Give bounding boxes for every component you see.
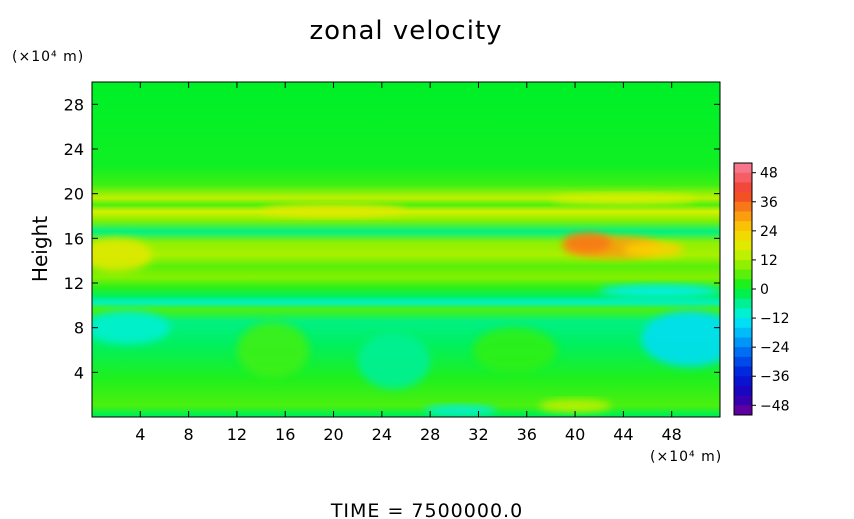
x-tick-label: 24 [372,425,392,444]
velocity-feature [599,284,720,298]
chart-title: zonal velocity [309,16,502,46]
colorbar-segment [734,298,752,309]
colorbar-tick-label: 24 [760,224,778,240]
colorbar-tick-label: 0 [760,282,769,298]
x-tick-label: 12 [227,425,247,444]
y-tick-label: 8 [74,319,84,338]
colorbar-tick-label: 12 [760,253,778,269]
colorbar-tick-label: 48 [760,166,778,182]
colorbar-tick-label: −36 [760,369,790,385]
velocity-feature [641,310,720,367]
x-axis-unit: (×10⁴ m) [650,449,722,465]
colorbar-tick-label: −48 [760,398,790,414]
velocity-feature [623,241,684,258]
plot-frame [91,81,721,418]
velocity-feature [236,322,310,378]
velocity-feature [563,232,612,253]
y-tick-label: 20 [64,185,84,204]
x-tick-label: 40 [565,425,585,444]
colorbar [733,162,753,416]
x-tick-label: 28 [420,425,440,444]
x-tick-label: 8 [184,425,194,444]
x-tick-label: 4 [135,425,145,444]
colorbar-tick-label: 36 [760,195,778,211]
colorbar-segment [734,376,752,387]
x-tick-label: 32 [468,425,488,444]
velocity-feature [357,333,431,390]
colorbar-segment [734,385,752,397]
velocity-feature [261,203,406,218]
colorbar-segment [734,240,752,251]
y-axis-unit: (×10⁴ m) [12,49,84,65]
colorbar-segment [734,250,752,261]
time-footer: TIME = 7500000.0 [330,500,523,519]
colorbar-segment [734,201,752,212]
velocity-feature [538,399,612,413]
colorbar-segment [734,269,752,280]
velocity-feature [424,404,497,416]
x-tick-label: 44 [613,425,633,444]
velocity-feature [550,193,696,205]
x-tick-label: 16 [275,425,295,444]
colorbar-segment [734,347,752,358]
colorbar-segment [734,279,752,290]
colorbar-segment [734,318,752,329]
x-tick-label: 48 [662,425,682,444]
y-axis-ticks: 4 8 12 16 20 24 28 [64,95,720,382]
colorbar-segment [734,172,752,183]
y-tick-label: 24 [64,140,84,159]
colorbar-ticks: 48 36 24 12 0 −12 −24 −36 −48 [752,166,790,414]
colorbar-segment [734,337,752,348]
colorbar-segment [734,163,752,174]
colorbar-segment [734,259,752,271]
colorbar-segment [734,230,752,242]
x-tick-label: 36 [517,425,537,444]
colorbar-tick-label: −12 [760,311,790,327]
colorbar-segment [734,182,752,193]
y-tick-label: 16 [64,229,84,248]
colorbar-segment [734,221,752,232]
y-tick-label: 12 [64,274,84,293]
x-axis-ticks: 4 8 12 16 20 24 28 32 36 40 44 48 [135,82,682,444]
colorbar-segment [734,308,752,319]
colorbar-segment [734,289,752,300]
colorbar-segment [734,327,752,338]
colorbar-segment [734,192,752,203]
colorbar-segment [734,395,752,406]
y-axis-label: Height [28,216,52,282]
colorbar-tick-label: −24 [760,340,790,356]
heatmap-plot-area [92,82,720,417]
y-tick-label: 4 [74,363,84,382]
velocity-feature [472,327,557,373]
velocity-feature [92,238,153,272]
colorbar-segment [734,405,752,416]
colorbar-segment [734,356,752,368]
colorbar-segment [734,211,752,222]
velocity-feature [92,310,171,345]
colorbar-segment [734,366,752,377]
x-tick-label: 20 [323,425,343,444]
y-tick-label: 28 [64,95,84,114]
